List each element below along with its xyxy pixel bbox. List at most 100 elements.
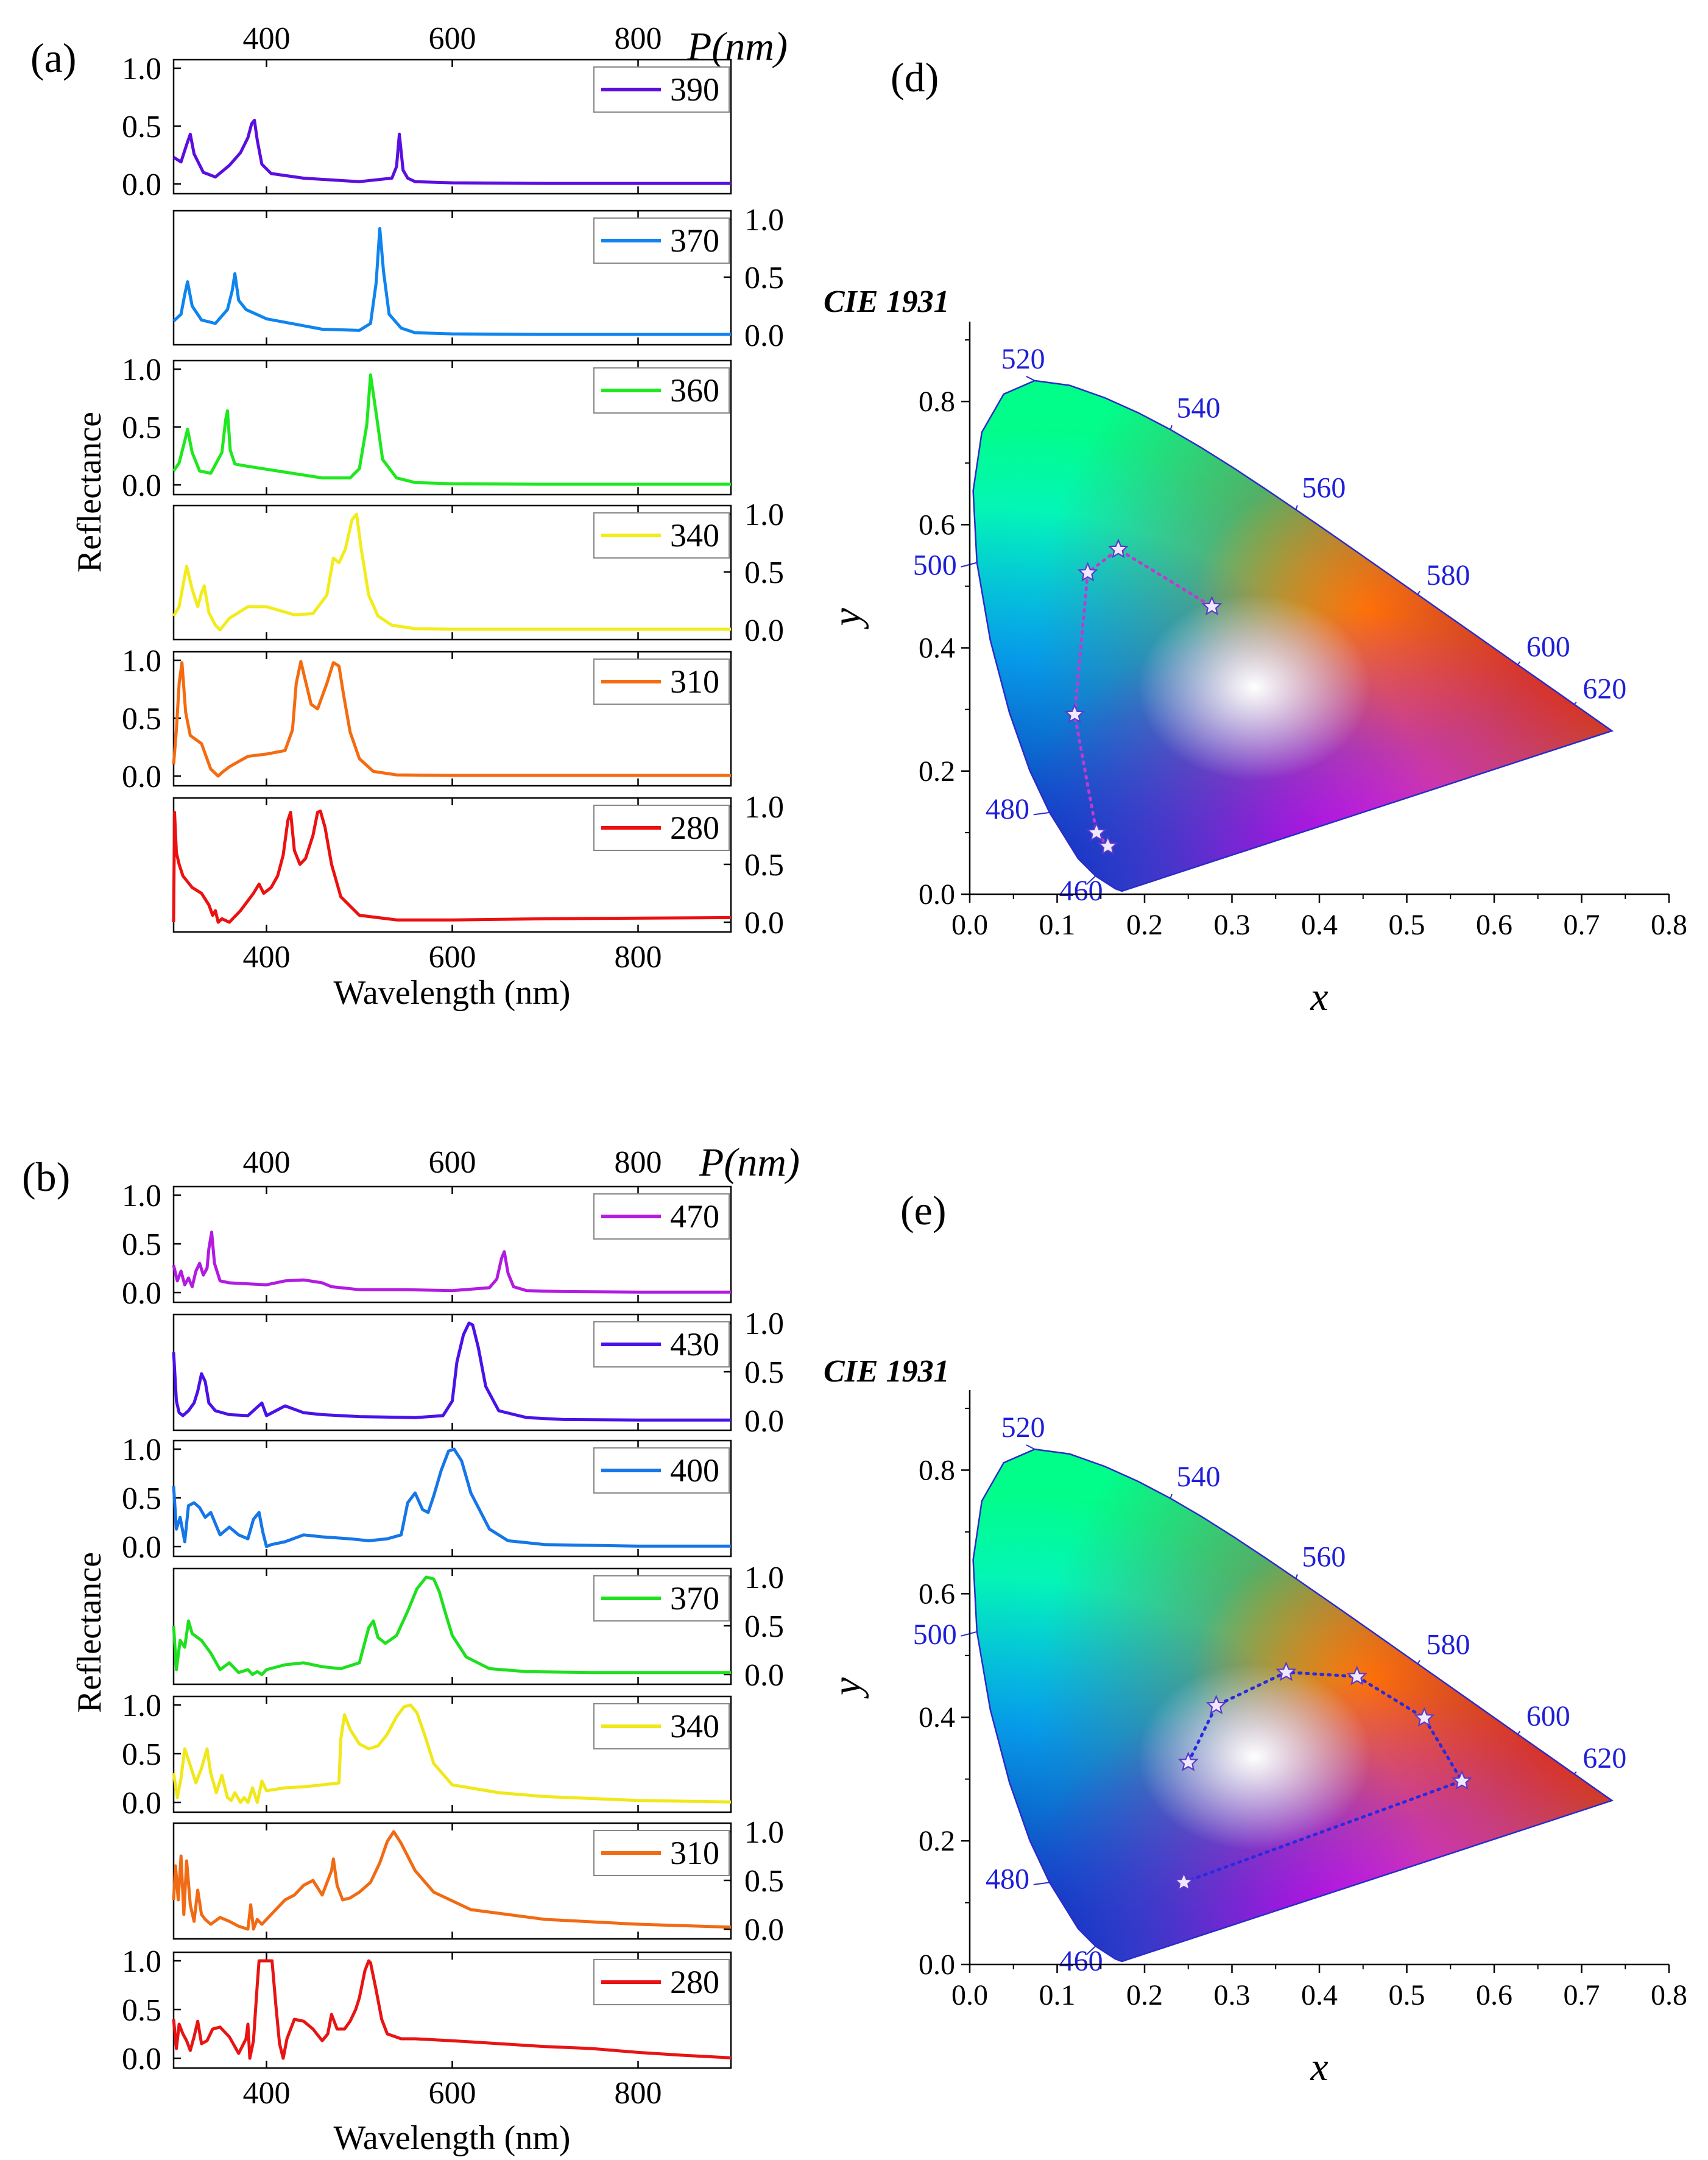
spectral-locus	[972, 1448, 1614, 1963]
series-line-340	[172, 1703, 732, 1804]
y-tick-label: 0.5	[744, 261, 784, 295]
y-tick-label: 0.5	[744, 1864, 784, 1899]
wavelength-tick	[1026, 1444, 1036, 1450]
x-axis-title: x	[1310, 2045, 1328, 2089]
p-nm-label-a: P(nm)	[686, 24, 788, 69]
wavelength-label-600: 600	[1526, 1700, 1570, 1732]
y-tick-label: 0.5	[122, 411, 161, 445]
spectral-locus	[972, 379, 1614, 892]
gamut-white	[973, 1449, 1612, 1961]
wavelength-tick	[1295, 505, 1298, 510]
x-axis-title: x	[1310, 975, 1328, 1019]
y-tick-label: 1.0	[122, 1944, 161, 1979]
subplot-340: 0.0 0.5 1.0 340	[122, 1689, 732, 1821]
wavelength-label-560: 560	[1302, 1541, 1346, 1573]
subplot-360: 0.0 0.5 1.0 360	[122, 353, 732, 503]
x-tick-label: 0.8	[1651, 909, 1687, 941]
panel-label-d: (d)	[891, 54, 939, 101]
subplot-470: 0.0 0.5 1.0 470	[122, 1179, 732, 1311]
y-tick-label: 0.2	[919, 755, 955, 788]
y-tick-label: 0.6	[919, 1578, 955, 1610]
x-tick-label: 0.6	[1476, 1979, 1512, 2011]
y-tick-label: 1.0	[122, 1433, 161, 1467]
x-tick-label: 0.7	[1564, 909, 1600, 941]
y-tick-label: 1.0	[744, 1561, 784, 1595]
wavelength-tick	[1573, 702, 1577, 705]
x-tick-label: 0.1	[1039, 909, 1076, 941]
legend-label-310: 310	[670, 1835, 719, 1871]
y-tick-label: 1.0	[744, 498, 784, 532]
series-line-310	[172, 660, 731, 778]
legend-label-280: 280	[670, 810, 719, 846]
y-axis-title: y	[825, 608, 869, 630]
x-tick-label: 0.5	[1389, 1979, 1425, 2011]
wavelength-label-580: 580	[1426, 1628, 1470, 1661]
y-tick-label: 0.4	[919, 632, 955, 665]
gamut-white	[973, 380, 1612, 891]
x-tick-label: 0.3	[1214, 909, 1251, 941]
bottom-tick-label: 600	[429, 2076, 476, 2111]
series-line-310	[172, 1830, 732, 1931]
series-line-400	[172, 1447, 731, 1548]
panel-label-b: (b)	[22, 1154, 70, 1200]
wavelength-label-520: 520	[1001, 343, 1045, 375]
series-line-390	[172, 119, 731, 185]
y-tick-label: 0.0	[122, 168, 161, 202]
y-tick-label: 0.0	[122, 1786, 161, 1821]
y-tick-label: 0.5	[744, 1609, 784, 1644]
y-tick-label: 0.5	[744, 556, 784, 590]
wavelength-label-480: 480	[986, 793, 1029, 825]
subplot-280: 0.0 0.5 1.0 280	[172, 790, 784, 941]
top-tick-label: 600	[429, 21, 476, 56]
legend-label-360: 360	[670, 372, 719, 409]
series-line-370	[172, 227, 731, 336]
y-tick-label: 0.0	[744, 1404, 784, 1439]
top-tick-label: 800	[615, 21, 662, 56]
legend-label-470: 470	[670, 1198, 719, 1235]
x-tick-label: 0.4	[1301, 1979, 1338, 2011]
panel-label-a: (a)	[30, 35, 76, 81]
y-tick-label: 1.0	[744, 1815, 784, 1850]
gamut-fill	[973, 1449, 1612, 1961]
y-tick-label: 0.0	[744, 1913, 784, 1947]
wavelength-label-560: 560	[1302, 472, 1346, 504]
y-tick-label: 0.8	[919, 386, 955, 418]
wavelength-label-580: 580	[1426, 559, 1470, 591]
y-tick-label: 0.5	[122, 1481, 161, 1516]
y-tick-label: 1.0	[744, 203, 784, 238]
cie-title-d: CIE 1931	[824, 284, 950, 319]
wavelength-label-500: 500	[913, 549, 957, 582]
series-line-360	[172, 373, 731, 486]
series-line-430	[172, 1321, 731, 1422]
wavelength-tick	[1085, 1946, 1096, 1955]
wavelength-label-460: 460	[1059, 875, 1103, 907]
reflectance-label-a: Reflectance	[71, 412, 108, 573]
legend-box	[593, 66, 730, 113]
series-line-280	[172, 1959, 732, 2060]
legend-label-390: 390	[670, 71, 719, 108]
gamut-fill	[973, 380, 1612, 891]
y-tick-label: 0.0	[122, 760, 161, 794]
x-tick-label: 0.0	[951, 909, 988, 941]
legend-label-280: 280	[670, 1964, 719, 2000]
series-line-280	[172, 810, 732, 924]
subplot-310: 0.0 0.5 1.0 310	[172, 1815, 784, 1947]
x-tick-label: 0.7	[1564, 1979, 1600, 2011]
legend-box	[593, 1830, 730, 1876]
subplot-370: 0.0 0.5 1.0 370	[172, 1561, 784, 1693]
y-tick-label: 0.0	[744, 319, 784, 353]
x-tick-label: 0.3	[1214, 1979, 1251, 2011]
y-tick-label: 1.0	[744, 1307, 784, 1341]
series-line-340	[172, 512, 731, 632]
y-tick-label: 0.2	[919, 1825, 955, 1857]
wavelength-tick	[961, 1631, 978, 1637]
y-tick-label: 0.5	[744, 848, 784, 883]
subplot-280: 0.0 0.5 1.0 280	[122, 1944, 732, 2077]
y-tick-label: 1.0	[122, 1179, 161, 1213]
wavelength-tick	[1295, 1574, 1298, 1579]
panel-label-e: (e)	[900, 1187, 946, 1234]
wavelength-label-540: 540	[1176, 1461, 1220, 1493]
spectra-panel-a: 400 600 800 0.0 0.5 1.0 390 0.0 0.5 1.0 370 0.0 0.5 1…	[122, 21, 784, 975]
wavelength-label-460: 460	[1059, 1945, 1103, 1977]
